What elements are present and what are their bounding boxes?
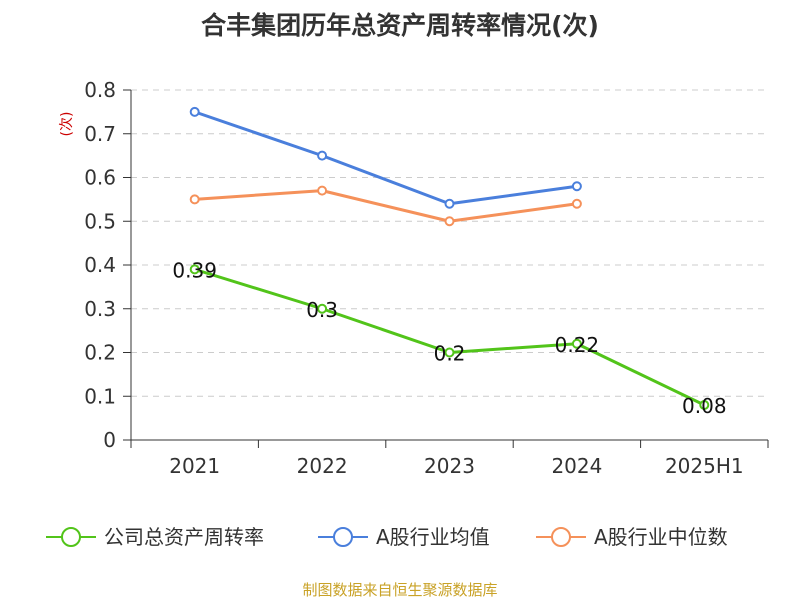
source-note: 制图数据来自恒生聚源数据库 [302, 581, 497, 599]
data-point [444, 216, 455, 227]
x-tick-label: 2025H1 [665, 454, 744, 478]
data-point [189, 264, 200, 275]
x-tick-label: 2021 [169, 454, 220, 478]
y-axis-label: (次) [59, 112, 75, 137]
x-tick-label: 2024 [551, 454, 602, 478]
gridlines [131, 89, 768, 397]
data-point [317, 150, 328, 161]
data-label: 0.2 [434, 342, 466, 366]
y-tick-label: 0.1 [84, 384, 116, 408]
legend-marker [551, 527, 571, 547]
axes: 0 0.1 0.2 0.3 0.4 0.5 0.6 0.7 0.8 2021 2022 2023 202… [84, 78, 769, 478]
series-line-0 [194, 267, 705, 407]
legend: 公司总资产周转率 A股行业均值 A股行业中位数 [46, 525, 728, 549]
y-tick-label: 0.2 [84, 341, 116, 365]
data-label: 0.39 [172, 258, 217, 282]
chart-title: 合丰集团历年总资产周转率情况(次) [201, 11, 599, 40]
series-line-2 [194, 189, 578, 223]
data-point [571, 181, 582, 192]
data-point [189, 194, 200, 205]
data-labels: 0.39 0.3 0.2 0.22 0.08 [172, 258, 726, 418]
legend-label: 公司总资产周转率 [104, 525, 264, 549]
y-tick-label: 0.6 [84, 166, 116, 190]
y-tick-label: 0 [103, 428, 116, 452]
series-lines [189, 106, 710, 410]
data-point [444, 347, 455, 358]
y-tick-label: 0.3 [84, 297, 116, 321]
legend-label: A股行业中位数 [594, 525, 728, 549]
legend-marker [333, 527, 353, 547]
y-tick-label: 0.4 [84, 253, 116, 277]
data-point [317, 185, 328, 196]
data-point [571, 338, 582, 349]
data-point [444, 198, 455, 209]
legend-label: A股行业均值 [376, 525, 490, 549]
data-point [699, 400, 710, 410]
data-label: 0.22 [555, 333, 600, 357]
x-tick-label: 2022 [297, 454, 348, 478]
data-point [189, 106, 200, 117]
y-tick-label: 0.5 [84, 209, 116, 233]
data-label: 0.3 [306, 298, 338, 322]
x-tick-label: 2023 [424, 454, 475, 478]
data-label: 0.08 [682, 394, 727, 418]
series-line-1 [194, 110, 578, 206]
y-tick-label: 0.7 [84, 122, 116, 146]
y-tick-label: 0.8 [84, 78, 116, 102]
data-point [571, 198, 582, 209]
data-point [317, 303, 328, 314]
legend-marker [61, 527, 81, 547]
